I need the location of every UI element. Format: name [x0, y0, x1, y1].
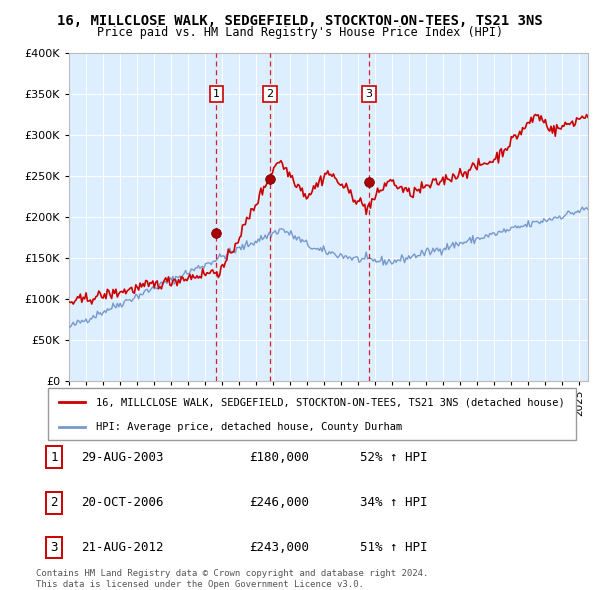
Text: £243,000: £243,000 — [249, 541, 309, 554]
Text: Price paid vs. HM Land Registry's House Price Index (HPI): Price paid vs. HM Land Registry's House … — [97, 26, 503, 39]
Text: £246,000: £246,000 — [249, 496, 309, 509]
Text: 2: 2 — [50, 496, 58, 509]
Text: 1: 1 — [50, 451, 58, 464]
Text: 16, MILLCLOSE WALK, SEDGEFIELD, STOCKTON-ON-TEES, TS21 3NS (detached house): 16, MILLCLOSE WALK, SEDGEFIELD, STOCKTON… — [95, 397, 564, 407]
Text: 52% ↑ HPI: 52% ↑ HPI — [360, 451, 427, 464]
Text: 21-AUG-2012: 21-AUG-2012 — [81, 541, 163, 554]
Text: 51% ↑ HPI: 51% ↑ HPI — [360, 541, 427, 554]
Text: 34% ↑ HPI: 34% ↑ HPI — [360, 496, 427, 509]
Text: 3: 3 — [365, 89, 373, 99]
Text: 3: 3 — [50, 541, 58, 554]
Text: HPI: Average price, detached house, County Durham: HPI: Average price, detached house, Coun… — [95, 422, 402, 431]
Text: This data is licensed under the Open Government Licence v3.0.: This data is licensed under the Open Gov… — [36, 579, 364, 589]
Text: £180,000: £180,000 — [249, 451, 309, 464]
Text: 29-AUG-2003: 29-AUG-2003 — [81, 451, 163, 464]
Text: 16, MILLCLOSE WALK, SEDGEFIELD, STOCKTON-ON-TEES, TS21 3NS: 16, MILLCLOSE WALK, SEDGEFIELD, STOCKTON… — [57, 14, 543, 28]
Text: 1: 1 — [213, 89, 220, 99]
Text: Contains HM Land Registry data © Crown copyright and database right 2024.: Contains HM Land Registry data © Crown c… — [36, 569, 428, 578]
Text: 2: 2 — [266, 89, 274, 99]
Text: 20-OCT-2006: 20-OCT-2006 — [81, 496, 163, 509]
